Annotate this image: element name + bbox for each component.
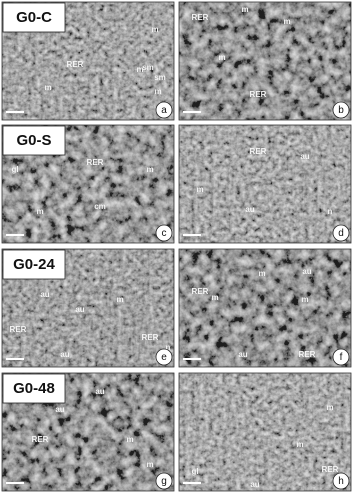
annotation: au xyxy=(302,267,311,276)
group-label: G0-S xyxy=(16,132,51,149)
panel-letter: g xyxy=(161,476,167,487)
group-label-box xyxy=(2,249,66,280)
annotation: au xyxy=(250,480,259,489)
panel-texture xyxy=(179,249,351,367)
annotation: RER xyxy=(87,158,104,167)
annotation: m xyxy=(136,65,143,74)
group-label-box xyxy=(2,373,66,404)
annotation: au xyxy=(95,387,104,396)
annotation: au xyxy=(245,205,254,214)
annotation: sm xyxy=(154,73,166,82)
panel-letter: h xyxy=(338,476,344,487)
panel-letter: e xyxy=(161,352,167,363)
panel-letter: f xyxy=(340,352,343,363)
annotation: m xyxy=(241,5,248,14)
panel-texture xyxy=(179,125,351,243)
annotation: m xyxy=(116,295,123,304)
letter-badge xyxy=(332,348,350,366)
micrograph-panel: RER au m au n d xyxy=(178,124,352,244)
annotation: m xyxy=(301,295,308,304)
annotation: RER xyxy=(322,465,339,474)
annotation: m xyxy=(211,293,218,302)
annotation: m xyxy=(44,83,51,92)
annotation: m xyxy=(296,440,303,449)
micrograph-panel: au RER m au RER n au e xyxy=(1,248,175,368)
annotation: RER xyxy=(10,325,27,334)
annotation: m xyxy=(146,165,153,174)
panel-border xyxy=(1,124,175,244)
annotation: gl xyxy=(191,467,198,476)
annotation: m xyxy=(154,87,161,96)
annotation: cm xyxy=(94,202,106,211)
annotation: m xyxy=(218,53,225,62)
annotation: m xyxy=(146,460,153,469)
annotation: gl xyxy=(11,165,18,174)
annotation: m xyxy=(126,435,133,444)
group-label-box xyxy=(2,2,66,33)
annotation: n xyxy=(328,207,333,216)
annotation: RER xyxy=(299,350,316,359)
panel-letter: b xyxy=(338,105,344,116)
annotation: m xyxy=(326,403,333,412)
annotation: au xyxy=(75,305,84,314)
annotation: RER xyxy=(192,13,209,22)
group-label-box xyxy=(2,125,66,156)
panel-border xyxy=(1,372,175,492)
annotation: RER xyxy=(142,333,159,342)
panel-texture xyxy=(179,2,351,120)
annotation: m xyxy=(258,269,265,278)
annotation: au xyxy=(55,405,64,414)
micrograph-panel: gl m m RER au h xyxy=(178,372,352,492)
annotation: au xyxy=(238,350,247,359)
panel-texture xyxy=(179,373,351,491)
panel-letter: c xyxy=(162,228,167,239)
panel-border xyxy=(1,248,175,368)
panel-letter: a xyxy=(161,105,167,116)
group-label: G0-24 xyxy=(13,256,55,273)
annotation: RER xyxy=(250,90,267,99)
annotation: RER xyxy=(192,287,209,296)
letter-badge xyxy=(155,224,173,242)
panel-border xyxy=(178,372,352,492)
group-label: G0-48 xyxy=(13,380,55,397)
group-label: G0-C xyxy=(16,9,52,26)
letter-badge xyxy=(332,224,350,242)
annotation: au xyxy=(300,152,309,161)
micrograph-panel: RER m m m RER b xyxy=(178,1,352,121)
annotation: sm xyxy=(142,63,154,72)
panel-border xyxy=(1,1,175,121)
annotation: m xyxy=(36,207,43,216)
annotation: n xyxy=(166,343,171,352)
panel-border xyxy=(178,124,352,244)
letter-badge xyxy=(332,101,350,119)
panel-border xyxy=(178,248,352,368)
annotation: RER xyxy=(67,60,84,69)
annotation: RER xyxy=(32,435,49,444)
annotation: m xyxy=(283,17,290,26)
annotation: RER xyxy=(250,147,267,156)
letter-badge xyxy=(155,348,173,366)
annotation: m xyxy=(196,185,203,194)
annotation: au xyxy=(40,290,49,299)
letter-badge xyxy=(332,472,350,490)
panel-letter: d xyxy=(338,228,344,239)
letter-badge xyxy=(155,472,173,490)
annotation: m xyxy=(151,25,158,34)
letter-badge xyxy=(155,101,173,119)
annotation: au xyxy=(60,350,69,359)
panel-border xyxy=(178,1,352,121)
